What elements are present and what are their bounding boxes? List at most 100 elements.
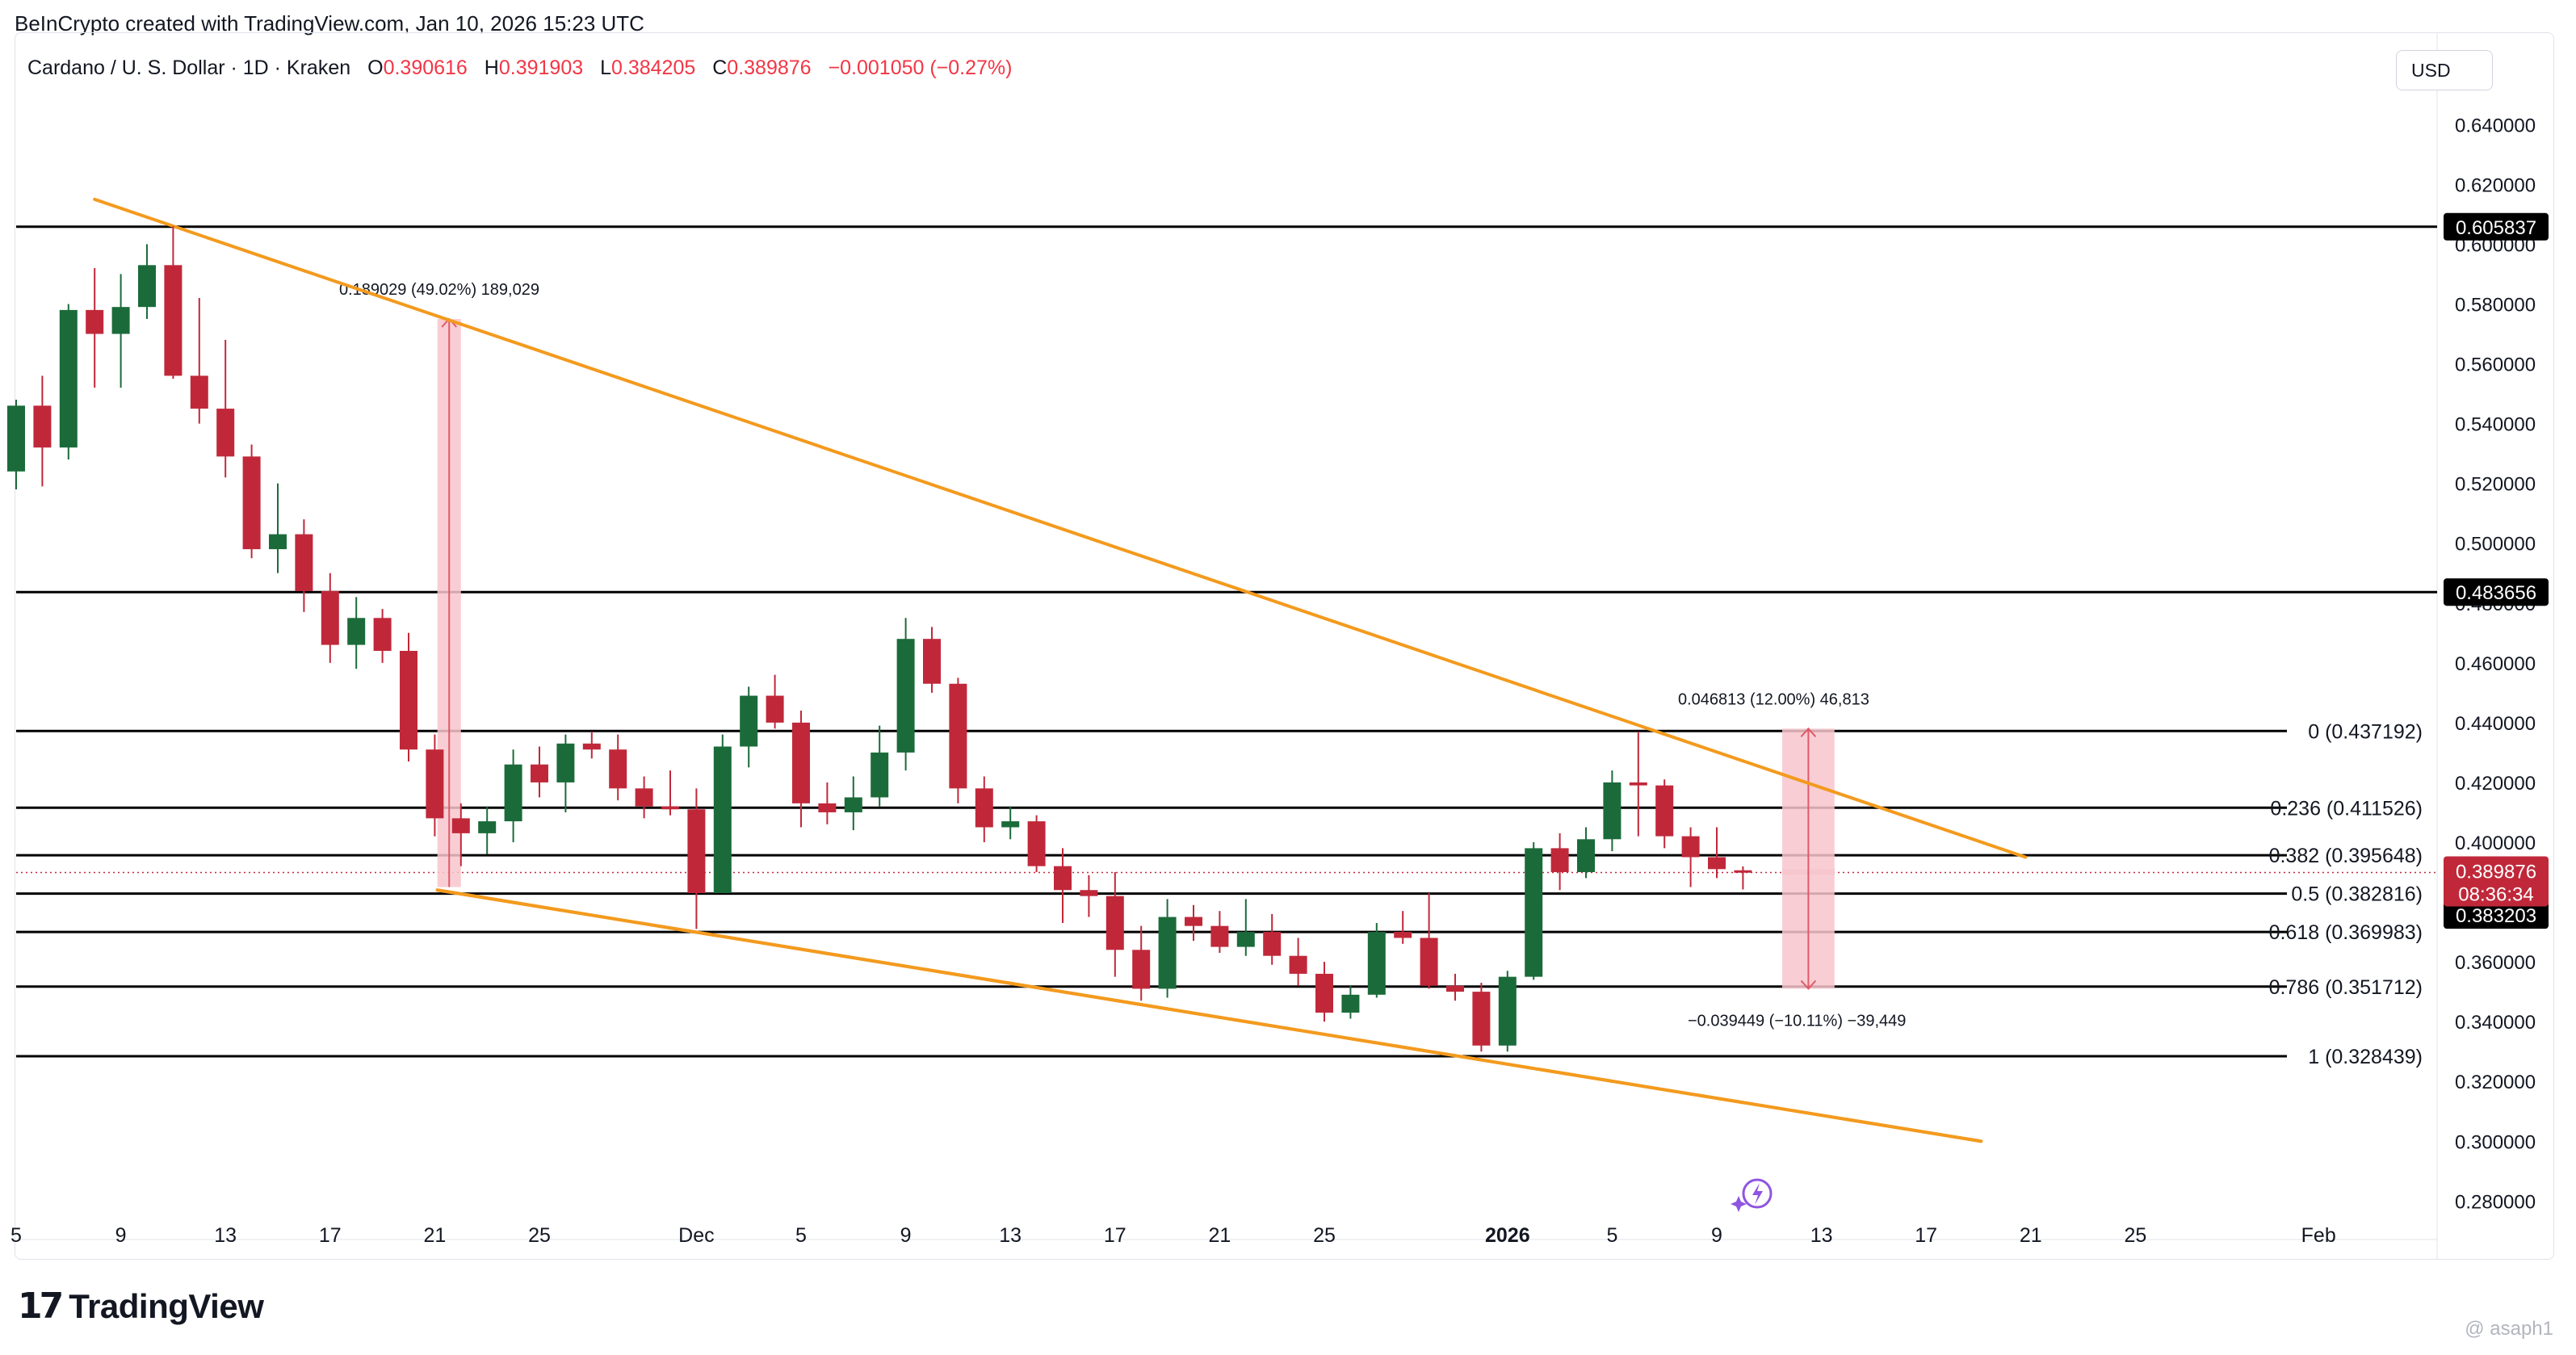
y-tick-label: 0.640000 bbox=[2455, 115, 2536, 136]
x-tick-label: Feb bbox=[2301, 1224, 2336, 1247]
event-marker-icon bbox=[1731, 1178, 1773, 1212]
candle-up bbox=[111, 274, 130, 388]
x-tick-label: 25 bbox=[2124, 1224, 2146, 1247]
candle-down bbox=[531, 746, 548, 798]
candle-body bbox=[1603, 782, 1622, 840]
y-tick-label: 0.520000 bbox=[2455, 474, 2536, 496]
fib-level-label: 0 (0.437192) bbox=[2308, 720, 2423, 743]
candle-down bbox=[190, 298, 208, 424]
candle-body bbox=[1185, 917, 1202, 926]
x-tick-label: 13 bbox=[214, 1224, 237, 1247]
y-tick-label: 0.320000 bbox=[2455, 1072, 2536, 1093]
close-value: 0.389876 bbox=[727, 57, 812, 79]
candle-body bbox=[478, 821, 497, 833]
candle-up bbox=[269, 483, 287, 573]
candle-down bbox=[1550, 833, 1569, 891]
candle-down bbox=[1027, 815, 1046, 873]
fib-level-label: 1 (0.328439) bbox=[2308, 1046, 2423, 1068]
candle-body bbox=[1027, 821, 1046, 866]
tradingview-logo-icon: 17 bbox=[18, 1286, 64, 1327]
candle-body bbox=[1341, 994, 1360, 1013]
candle-body bbox=[766, 695, 784, 723]
candle-down bbox=[949, 678, 967, 803]
candle-body bbox=[59, 309, 78, 448]
candle-body bbox=[1289, 955, 1307, 974]
candle-body bbox=[321, 590, 339, 645]
candle-body bbox=[531, 764, 548, 782]
candle-down bbox=[1315, 962, 1333, 1022]
candle-down bbox=[1629, 731, 1647, 837]
x-tick-label: 25 bbox=[1313, 1224, 1336, 1247]
symbol-name[interactable]: Cardano / U. S. Dollar · 1D · Kraken bbox=[27, 57, 351, 79]
candle-down bbox=[1655, 779, 1674, 849]
x-tick-label: 21 bbox=[1208, 1224, 1231, 1247]
candle-body bbox=[1080, 890, 1098, 896]
candle-down bbox=[1185, 904, 1202, 942]
candle-up bbox=[478, 806, 497, 854]
measure-label: −0.039449 (−10.11%) −39,449 bbox=[1688, 1012, 1906, 1030]
candle-up bbox=[556, 734, 575, 812]
sparkle-icon bbox=[1731, 1196, 1747, 1212]
symbol-legend: Cardano / U. S. Dollar · 1D · Kraken O0.… bbox=[27, 57, 1013, 80]
candle-body bbox=[1550, 848, 1569, 873]
candle-body bbox=[1708, 857, 1726, 870]
y-tick-label: 0.580000 bbox=[2455, 294, 2536, 316]
x-tick-label: 2026 bbox=[1485, 1224, 1530, 1247]
candle-body bbox=[844, 797, 862, 812]
x-tick-label: 13 bbox=[999, 1224, 1022, 1247]
trendline-upper bbox=[93, 197, 2028, 859]
candle-body bbox=[426, 749, 444, 819]
candle-body bbox=[1655, 785, 1674, 837]
candle-up bbox=[504, 749, 522, 842]
x-tick-label: 25 bbox=[528, 1224, 551, 1247]
candle-down bbox=[242, 444, 261, 559]
candle-up bbox=[1001, 806, 1020, 840]
candle-down bbox=[86, 268, 104, 388]
low-value: 0.384205 bbox=[611, 57, 696, 79]
candle-up bbox=[740, 686, 758, 768]
x-tick-label: 17 bbox=[319, 1224, 342, 1247]
y-tick-label: 0.560000 bbox=[2455, 354, 2536, 376]
candle-down bbox=[792, 711, 810, 828]
candle-down bbox=[400, 632, 417, 762]
candle-down bbox=[1263, 913, 1282, 965]
candle-body bbox=[504, 764, 522, 822]
candle-down bbox=[1394, 911, 1412, 944]
candle-body bbox=[1158, 917, 1177, 989]
open-value: 0.390616 bbox=[383, 57, 468, 79]
candle-up bbox=[7, 399, 25, 490]
candle-up bbox=[1603, 770, 1622, 852]
candle-down bbox=[975, 776, 993, 842]
candle-down bbox=[295, 519, 313, 612]
candle-down bbox=[1132, 925, 1151, 1001]
candle-body bbox=[1472, 992, 1491, 1046]
candle-body bbox=[1132, 950, 1151, 989]
currency-selector[interactable]: USD bbox=[2396, 50, 2493, 90]
candle-down bbox=[321, 573, 339, 663]
candle-body bbox=[1577, 839, 1595, 873]
candle-down bbox=[582, 731, 601, 759]
trendline-lower bbox=[435, 888, 1983, 1143]
candle-body bbox=[1105, 896, 1124, 950]
candle-down bbox=[216, 339, 235, 478]
candle-body bbox=[896, 639, 915, 753]
candle-body bbox=[661, 806, 679, 810]
candle-up bbox=[1577, 827, 1595, 879]
candle-down bbox=[451, 803, 470, 866]
candle-body bbox=[1734, 870, 1752, 873]
candle-down bbox=[1210, 911, 1229, 953]
y-tick-label: 0.300000 bbox=[2455, 1131, 2536, 1153]
candle-body bbox=[164, 265, 183, 376]
change-value: −0.001050 (−0.27%) bbox=[828, 57, 1013, 79]
fib-level-label: 0.236 (0.411526) bbox=[2270, 797, 2423, 820]
candle-down bbox=[609, 734, 627, 801]
x-tick-label: 9 bbox=[1711, 1224, 1722, 1247]
tradingview-logo[interactable]: 17 TradingView bbox=[18, 1286, 264, 1327]
candle-up bbox=[347, 597, 366, 669]
x-tick-label: Dec bbox=[678, 1224, 714, 1247]
high-value: 0.391903 bbox=[498, 57, 584, 79]
candle-down bbox=[373, 609, 392, 663]
x-tick-label: 17 bbox=[1915, 1224, 1937, 1247]
current-price-label: 0.389876 bbox=[2456, 861, 2536, 883]
